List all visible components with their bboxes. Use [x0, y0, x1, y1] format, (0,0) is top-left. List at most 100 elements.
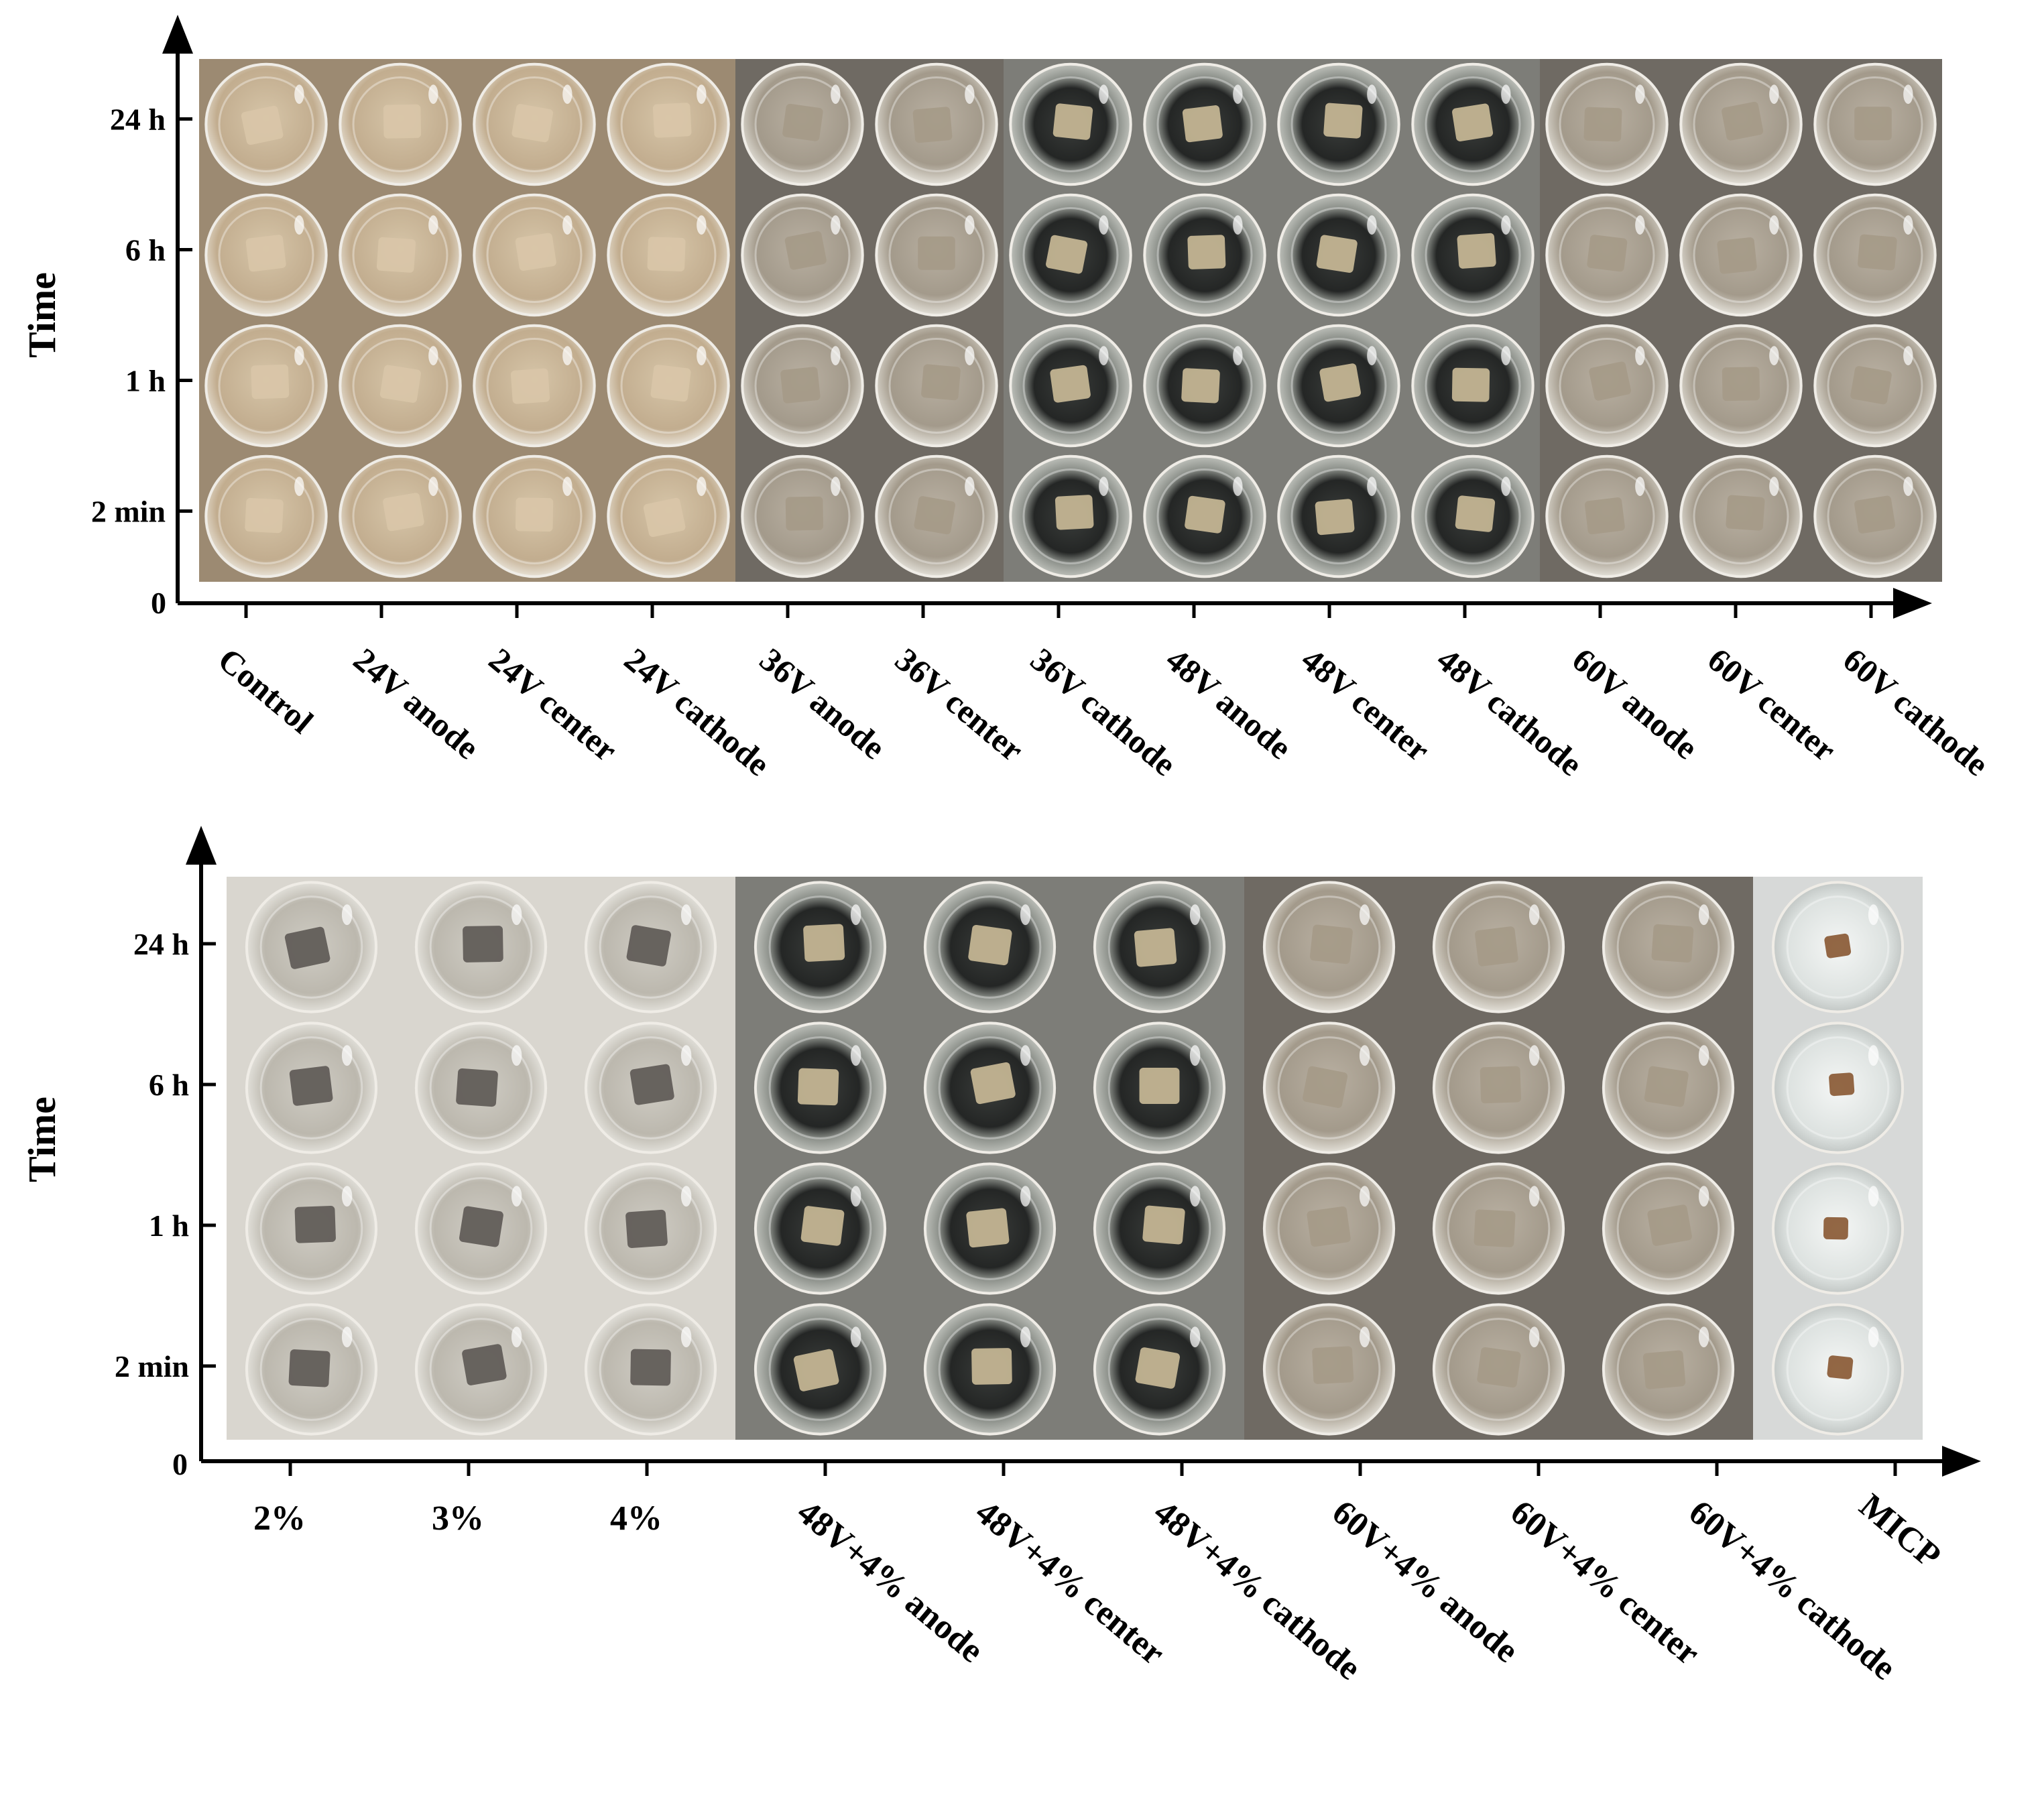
photo-cell: [227, 1299, 396, 1440]
photo-cell: [1540, 59, 1674, 190]
column-label-60v-cathode: 60V cathode: [1836, 641, 1996, 784]
photo-cell: [1414, 1017, 1583, 1158]
photo-cell: [467, 190, 601, 320]
photo-cell: [566, 877, 735, 1017]
photo-cell: [1674, 59, 1808, 190]
photo-cell: [333, 190, 467, 320]
photo-cell: [199, 320, 333, 451]
photo-cell: [1075, 1299, 1244, 1440]
photo-cell: [333, 451, 467, 582]
column-label-control: Control: [211, 641, 320, 741]
photo-grid-top: [199, 59, 1942, 582]
photo-cell: [467, 59, 601, 190]
column-label-60v-anode: 60V anode: [1565, 641, 1705, 767]
column-label-3: 3%: [432, 1499, 484, 1538]
photo-cell: [1753, 1017, 1923, 1158]
photo-cell: [199, 451, 333, 582]
column-label-48v-center: 48V center: [1295, 641, 1437, 769]
column-label-24v-cathode: 24V cathode: [617, 641, 778, 784]
photo-cell: [735, 877, 905, 1017]
time-label-6-h: 6 h: [125, 233, 166, 267]
photo-cell: [566, 1158, 735, 1299]
time-label-1-h: 1 h: [125, 364, 166, 398]
photo-cell: [601, 59, 735, 190]
photo-cell: [1138, 451, 1272, 582]
photo-cell: [199, 59, 333, 190]
origin-label-top: 0: [151, 586, 166, 620]
photo-cell: [869, 451, 1004, 582]
photo-cell: [227, 1017, 396, 1158]
photo-cell: [1540, 320, 1674, 451]
photo-cell: [227, 877, 396, 1017]
time-label-2-min: 2 min: [91, 495, 166, 529]
photo-cell: [467, 320, 601, 451]
photo-cell: [869, 190, 1004, 320]
photo-cell: [467, 451, 601, 582]
photo-cell: [905, 1017, 1075, 1158]
photo-cell: [1583, 1299, 1753, 1440]
column-label-36v-center: 36V center: [888, 641, 1031, 769]
photo-cell: [1075, 1017, 1244, 1158]
photo-cell: [601, 190, 735, 320]
panel-bottom: 24 h 6 h 1 h 2 min 2% 3% 4% 48V+4% anode48V+4%…: [20, 826, 1981, 1688]
photo-cell: [905, 877, 1075, 1017]
photo-cell: [735, 1158, 905, 1299]
photo-cell: [1075, 877, 1244, 1017]
y-axis-label-top: Time: [20, 272, 64, 358]
photo-cell: [1004, 320, 1138, 451]
photo-cell: [735, 1017, 905, 1158]
photo-cell: [905, 1158, 1075, 1299]
photo-cell: [735, 320, 869, 451]
photo-cell: [1753, 1299, 1923, 1440]
y-axis-label-bottom: Time: [20, 1097, 64, 1182]
photo-cell: [1540, 451, 1674, 582]
time-label-6-h: 6 h: [149, 1068, 189, 1102]
column-label-36v-anode: 36V anode: [753, 641, 893, 767]
column-label-48v-cathode: 48V cathode: [1430, 641, 1590, 784]
photo-cell: [1808, 59, 1942, 190]
y-ticks-top: 24 h 6 h 1 h 2 min: [91, 103, 192, 529]
photo-cell: [869, 59, 1004, 190]
column-label-60v-4-anode: 60V+4% anode: [1325, 1493, 1525, 1670]
photo-cell: [1272, 59, 1406, 190]
photo-cell: [1138, 59, 1272, 190]
photo-cell: [1406, 190, 1540, 320]
photo-cell: [1244, 877, 1414, 1017]
photo-cell: [1674, 190, 1808, 320]
column-label-60v-center: 60V center: [1701, 641, 1844, 769]
photo-grid-bottom: [227, 877, 1923, 1440]
photo-cell: [1808, 190, 1942, 320]
column-label-24v-center: 24V center: [482, 641, 625, 769]
photo-cell: [1244, 1299, 1414, 1440]
photo-cell: [396, 1017, 566, 1158]
photo-cell: [1272, 190, 1406, 320]
column-label-60v-4-center: 60V+4% center: [1503, 1493, 1707, 1673]
photo-cell: [1583, 1017, 1753, 1158]
photo-cell: [1808, 320, 1942, 451]
y-axis-arrow-top: [162, 15, 193, 54]
photo-cell: [735, 451, 869, 582]
photo-cell: [1004, 451, 1138, 582]
photo-cell: [227, 1158, 396, 1299]
photo-cell: [735, 1299, 905, 1440]
photo-cell: [1414, 1158, 1583, 1299]
photo-cell: [1414, 1299, 1583, 1440]
photo-cell: [566, 1299, 735, 1440]
column-label-4: 4%: [610, 1499, 662, 1538]
origin-label-bottom: 0: [172, 1447, 188, 1481]
photo-cell: [735, 59, 869, 190]
photo-cell: [1406, 451, 1540, 582]
time-label-2-min: 2 min: [115, 1349, 189, 1383]
photo-cell: [601, 320, 735, 451]
photo-cell: [1753, 1158, 1923, 1299]
column-label-micp: MICP: [1852, 1487, 1948, 1576]
photo-cell: [735, 190, 869, 320]
photo-cell: [1583, 877, 1753, 1017]
photo-cell: [1753, 877, 1923, 1017]
photo-cell: [1414, 877, 1583, 1017]
y-axis-arrow-bottom: [186, 826, 217, 865]
photo-cell: [1004, 190, 1138, 320]
